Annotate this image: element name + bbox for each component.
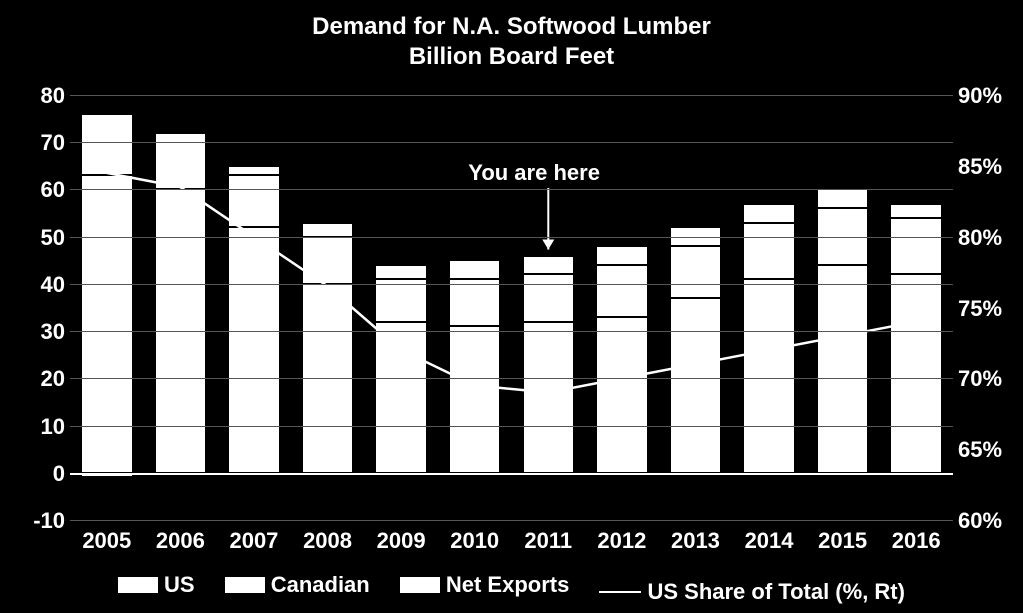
grid-line	[70, 237, 953, 238]
x-tick-label: 2013	[659, 528, 733, 554]
y2-tick-label: 80%	[958, 225, 1018, 251]
x-tick-label: 2008	[291, 528, 365, 554]
y1-tick-label: 80	[10, 83, 65, 109]
legend-item-net-exports: Net Exports	[400, 572, 569, 598]
y2-tick-label: 60%	[958, 508, 1018, 534]
legend-item-canadian: Canadian	[225, 572, 370, 598]
legend-line-icon	[599, 591, 641, 593]
chart-title: Demand for N.A. Softwood Lumber Billion …	[0, 12, 1023, 72]
legend-swatch-icon	[118, 577, 158, 593]
legend-swatch-icon	[225, 577, 265, 593]
x-tick-label: 2016	[879, 528, 953, 554]
y1-tick-label: 30	[10, 319, 65, 345]
legend-item-us: US	[118, 572, 195, 598]
legend: US Canadian Net Exports US Share of Tota…	[0, 572, 1023, 605]
annotation-text: You are here	[468, 160, 600, 186]
x-tick-label: 2009	[364, 528, 438, 554]
x-tick-label: 2007	[217, 528, 291, 554]
grid-line	[70, 189, 953, 190]
y1-tick-label: 40	[10, 272, 65, 298]
x-tick-label: 2012	[585, 528, 659, 554]
y2-tick-label: 70%	[958, 366, 1018, 392]
y1-tick-label: 70	[10, 130, 65, 156]
y1-tick-label: 20	[10, 366, 65, 392]
y1-tick-label: 60	[10, 177, 65, 203]
legend-label-canadian: Canadian	[271, 572, 370, 598]
grid-line	[70, 331, 953, 332]
grid-line	[70, 473, 953, 475]
y1-tick-label: 10	[10, 414, 65, 440]
grid-line	[70, 142, 953, 143]
x-tick-label: 2010	[438, 528, 512, 554]
x-tick-label: 2005	[70, 528, 144, 554]
legend-item-us-share: US Share of Total (%, Rt)	[599, 579, 905, 605]
grid-line	[70, 520, 953, 521]
y2-tick-label: 90%	[958, 83, 1018, 109]
y1-tick-label: -10	[10, 508, 65, 534]
y2-tick-label: 65%	[958, 437, 1018, 463]
legend-label-us-share: US Share of Total (%, Rt)	[647, 579, 905, 605]
chart-container: Demand for N.A. Softwood Lumber Billion …	[0, 0, 1023, 613]
legend-label-net-exports: Net Exports	[446, 572, 569, 598]
plot-area	[70, 95, 953, 520]
annotation-arrow	[70, 95, 953, 520]
legend-swatch-icon	[400, 577, 440, 593]
grid-line	[70, 378, 953, 379]
chart-title-line2: Billion Board Feet	[409, 43, 614, 70]
x-tick-label: 2011	[512, 528, 586, 554]
y1-tick-label: 0	[10, 461, 65, 487]
y2-tick-label: 75%	[958, 296, 1018, 322]
x-tick-label: 2006	[144, 528, 218, 554]
x-tick-label: 2015	[806, 528, 880, 554]
grid-line	[70, 95, 953, 96]
y2-tick-label: 85%	[958, 154, 1018, 180]
chart-title-line1: Demand for N.A. Softwood Lumber	[312, 13, 711, 40]
grid-line	[70, 284, 953, 285]
legend-label-us: US	[164, 572, 195, 598]
y1-tick-label: 50	[10, 225, 65, 251]
x-tick-label: 2014	[732, 528, 806, 554]
grid-line	[70, 426, 953, 427]
